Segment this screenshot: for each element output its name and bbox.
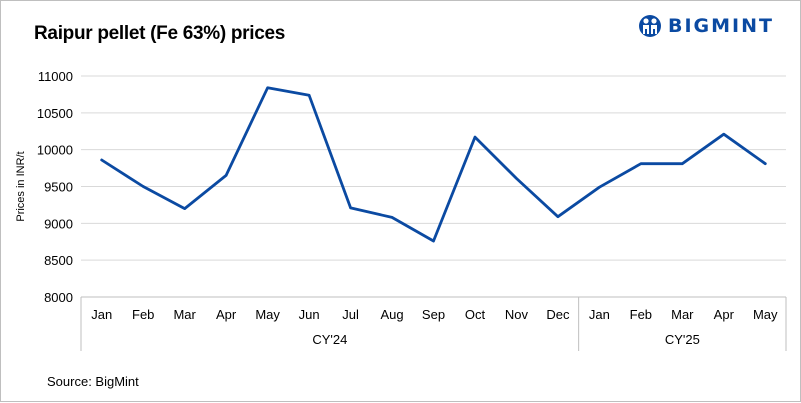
y-tick-label: 10000 bbox=[37, 143, 73, 158]
data-point bbox=[183, 207, 186, 210]
x-tick-label: May bbox=[753, 307, 778, 322]
x-tick-label: Mar bbox=[173, 307, 196, 322]
price-series-line bbox=[100, 86, 767, 243]
x-tick-label: Apr bbox=[216, 307, 237, 322]
x-tick-label: Jan bbox=[589, 307, 610, 322]
x-tick-label: Jun bbox=[299, 307, 320, 322]
data-point bbox=[432, 239, 435, 243]
x-tick-label: Jul bbox=[342, 307, 359, 322]
x-tick-label: Oct bbox=[465, 307, 486, 322]
y-tick-label: 8000 bbox=[44, 290, 73, 305]
group-label: CY'24 bbox=[312, 332, 347, 347]
data-point bbox=[100, 158, 103, 162]
y-tick-label: 11000 bbox=[38, 69, 73, 84]
x-tick-label: Aug bbox=[380, 307, 403, 322]
source-note: Source: BigMint bbox=[47, 374, 139, 389]
x-tick-label: Apr bbox=[714, 307, 735, 322]
brand-name: BIGMINT bbox=[668, 15, 774, 37]
x-tick-label: Sep bbox=[422, 307, 445, 322]
data-point bbox=[722, 132, 725, 136]
data-point bbox=[598, 186, 601, 189]
x-tick-label: Dec bbox=[546, 307, 570, 322]
x-tick-label: Nov bbox=[505, 307, 529, 322]
data-point bbox=[764, 162, 767, 165]
y-tick-label: 8500 bbox=[44, 253, 73, 268]
data-point bbox=[556, 215, 560, 218]
data-point bbox=[681, 162, 684, 165]
data-point bbox=[307, 93, 311, 97]
x-tick-label: Mar bbox=[671, 307, 694, 322]
x-tick-label: Jan bbox=[91, 307, 112, 322]
x-tick-label: May bbox=[255, 307, 280, 322]
bigmint-people-icon bbox=[639, 15, 661, 37]
chart-title: Raipur pellet (Fe 63%) prices bbox=[34, 23, 286, 44]
data-point bbox=[266, 86, 269, 89]
y-tick-label: 10500 bbox=[37, 106, 73, 121]
y-tick-label: 9000 bbox=[44, 216, 73, 231]
brand-logo: BIGMINT bbox=[638, 10, 788, 42]
data-point bbox=[349, 206, 352, 210]
y-tick-label: 9500 bbox=[44, 180, 73, 195]
data-point bbox=[224, 174, 228, 177]
data-point bbox=[639, 162, 643, 165]
data-point bbox=[473, 135, 477, 139]
data-point bbox=[390, 216, 394, 219]
data-point bbox=[142, 185, 145, 188]
x-tick-label: Feb bbox=[132, 307, 154, 322]
x-tick-label: Feb bbox=[630, 307, 652, 322]
group-label: CY'25 bbox=[665, 332, 700, 347]
data-point bbox=[515, 177, 518, 180]
y-axis-title: Prices in INR/t bbox=[15, 151, 27, 221]
